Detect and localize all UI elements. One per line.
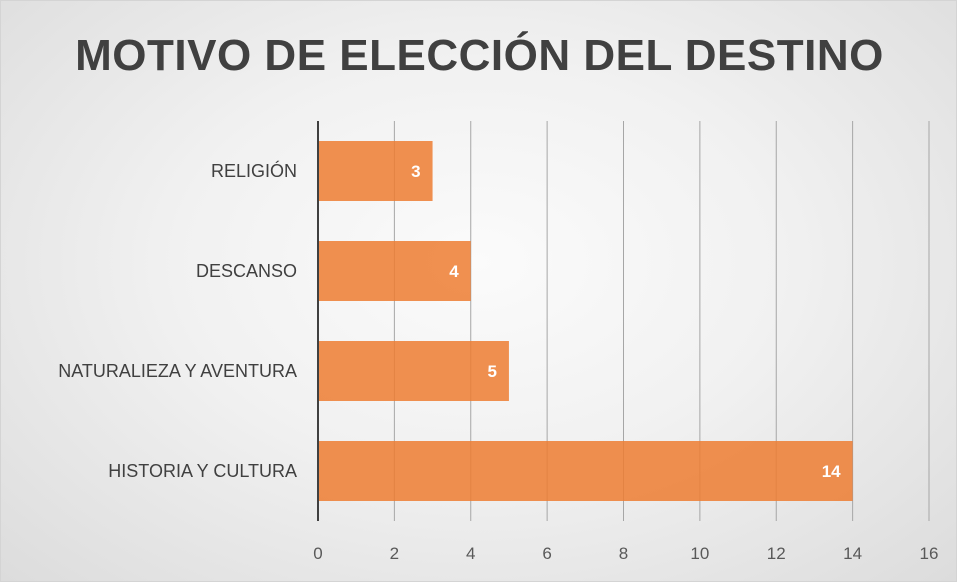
data-label: 5	[487, 362, 496, 381]
data-label: 3	[411, 162, 420, 181]
x-tick-label: 12	[767, 544, 786, 563]
category-label: NATURALIEZA Y AVENTURA	[58, 361, 297, 381]
category-label: DESCANSO	[196, 261, 297, 281]
x-tick-label: 4	[466, 544, 475, 563]
bar	[318, 241, 471, 301]
x-tick-label: 0	[313, 544, 322, 563]
bar	[318, 441, 853, 501]
data-label: 4	[449, 262, 459, 281]
x-tick-label: 10	[690, 544, 709, 563]
bar	[318, 141, 433, 201]
x-tick-label: 8	[619, 544, 628, 563]
x-tick-label: 6	[542, 544, 551, 563]
bar	[318, 341, 509, 401]
category-label: HISTORIA Y CULTURA	[108, 461, 297, 481]
category-label: RELIGIÓN	[211, 160, 297, 181]
x-tick-label: 2	[390, 544, 399, 563]
chart-title: MOTIVO DE ELECCIÓN DEL DESTINO	[75, 31, 884, 80]
x-tick-label: 14	[843, 544, 862, 563]
data-label: 14	[822, 462, 841, 481]
x-tick-label: 16	[920, 544, 939, 563]
